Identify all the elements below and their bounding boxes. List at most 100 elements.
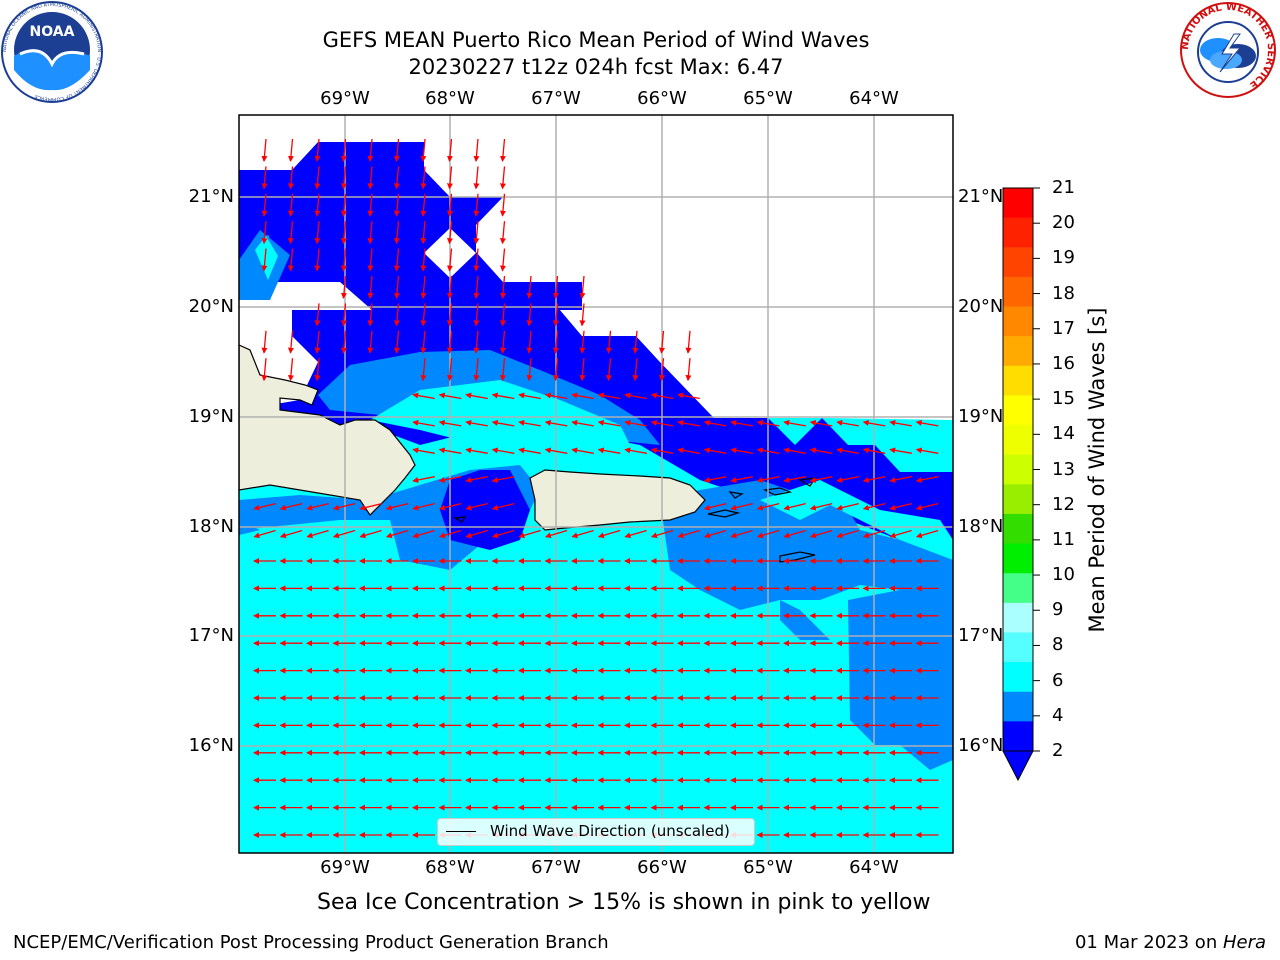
wind-wave-arrow	[261, 248, 268, 272]
colorbar-tick-label: 18	[1052, 282, 1075, 304]
wind-wave-arrow	[287, 330, 294, 354]
wind-wave-arrows	[253, 138, 939, 838]
colorbar-label: Mean Period of Wind Waves [s]	[1085, 307, 1109, 633]
wind-wave-arrow	[438, 476, 462, 483]
wind-wave-arrow	[579, 358, 586, 382]
wind-wave-arrow	[446, 303, 453, 327]
colorbar-segment	[1003, 188, 1033, 219]
wind-wave-arrow	[306, 529, 329, 539]
wind-wave-arrow	[446, 166, 453, 190]
wind-wave-arrow	[783, 502, 806, 511]
wind-wave-arrow	[499, 221, 506, 245]
noaa-logo-text: NOAA	[30, 24, 75, 40]
colorbar-tick-label: 19	[1052, 247, 1075, 269]
colorbar-segment	[1003, 484, 1033, 515]
wind-wave-arrow	[465, 392, 488, 400]
wind-wave-arrow	[783, 420, 806, 427]
lat-label-right: 21°N	[958, 186, 1004, 207]
wind-wave-arrow	[756, 529, 780, 539]
wind-wave-arrow	[359, 529, 382, 539]
wind-wave-arrow	[650, 447, 674, 454]
wind-wave-arrow	[597, 420, 621, 427]
wind-wave-arrow	[703, 420, 727, 427]
wind-wave-arrow	[605, 330, 612, 354]
wind-wave-arrow	[446, 275, 453, 299]
wind-wave-arrow	[340, 166, 347, 190]
wind-wave-arrow	[438, 447, 462, 454]
wind-wave-arrow	[605, 358, 612, 382]
wind-wave-arrow	[597, 529, 621, 539]
wind-wave-arrow	[465, 476, 488, 483]
wind-wave-arrow	[836, 476, 859, 483]
colorbar-segment	[1003, 395, 1033, 426]
wind-wave-arrow	[367, 166, 374, 190]
wind-wave-arrow	[756, 502, 780, 511]
wind-wave-arrow	[438, 392, 462, 400]
wind-wave-arrow	[703, 529, 727, 539]
lon-label-bottom: 65°W	[743, 857, 793, 878]
wind-wave-arrow	[446, 221, 453, 245]
wind-wave-arrow	[340, 138, 347, 162]
wind-wave-arrow	[446, 330, 453, 354]
legend-label: Wind Wave Direction (unscaled)	[490, 822, 730, 840]
wind-wave-arrow	[314, 221, 321, 245]
colorbar-segment	[1003, 602, 1033, 633]
wind-wave-arrow	[677, 392, 700, 400]
map-title: GEFS MEAN Puerto Rico Mean Period of Win…	[322, 28, 870, 52]
wind-wave-arrow	[571, 392, 594, 400]
wind-wave-arrow	[367, 330, 374, 354]
wind-wave-arrow	[544, 447, 568, 454]
lon-label-top: 67°W	[531, 88, 581, 109]
wind-wave-arrow	[491, 476, 515, 483]
wind-wave-arrow	[571, 420, 594, 427]
footer-host: Hera	[1222, 932, 1266, 953]
wind-wave-arrow	[544, 420, 568, 427]
gridlines	[239, 115, 953, 853]
wind-wave-arrow	[889, 476, 912, 483]
wind-wave-arrow	[314, 248, 321, 272]
wind-wave-arrow	[420, 248, 427, 272]
colorbar-segment	[1003, 662, 1033, 693]
wind-wave-arrow	[261, 358, 268, 382]
wind-wave-arrow	[526, 303, 533, 327]
wind-wave-arrow	[340, 303, 347, 327]
wind-wave-arrow	[579, 303, 586, 327]
colorbar-segment	[1003, 217, 1033, 248]
wind-wave-arrow	[465, 447, 488, 454]
colorbar-tick-label: 9	[1052, 599, 1064, 621]
wind-wave-arrow	[420, 303, 427, 327]
colorbar-segment	[1003, 336, 1033, 367]
wind-wave-arrow	[253, 502, 276, 511]
wind-wave-arrow	[367, 138, 374, 162]
colorbar-tick-label: 6	[1052, 669, 1064, 691]
colorbar	[1003, 187, 1040, 752]
wind-wave-arrow	[624, 420, 647, 427]
wind-wave-arrow	[261, 193, 268, 217]
lat-label-right: 17°N	[958, 625, 1004, 646]
wind-wave-arrow	[340, 193, 347, 217]
wind-wave-arrow	[915, 476, 939, 483]
colorbar-segment	[1003, 513, 1033, 545]
colorbar-tick-label: 21	[1052, 177, 1075, 198]
wind-wave-arrow	[420, 166, 427, 190]
wind-wave-arrow	[473, 138, 480, 162]
wind-wave-arrow	[314, 358, 321, 382]
wind-wave-arrow	[499, 358, 506, 382]
wind-wave-arrow	[261, 221, 268, 245]
lat-label-right: 18°N	[958, 516, 1004, 537]
wind-wave-arrow	[730, 447, 753, 454]
wind-wave-arrow	[571, 529, 594, 539]
wind-wave-arrow	[685, 330, 692, 354]
wind-wave-arrow	[393, 248, 400, 272]
wind-wave-arrow	[915, 502, 939, 511]
wind-wave-arrow	[889, 420, 912, 427]
wind-wave-arrow	[359, 502, 382, 511]
colorbar-tick-label: 4	[1052, 704, 1064, 726]
wind-wave-arrow	[836, 447, 859, 454]
wind-wave-arrow	[915, 420, 939, 427]
wind-wave-arrow	[465, 502, 488, 511]
wind-wave-arrow	[685, 358, 692, 382]
lon-label-top: 65°W	[743, 88, 793, 109]
wind-wave-arrow	[446, 138, 453, 162]
wind-wave-arrow	[836, 529, 859, 539]
